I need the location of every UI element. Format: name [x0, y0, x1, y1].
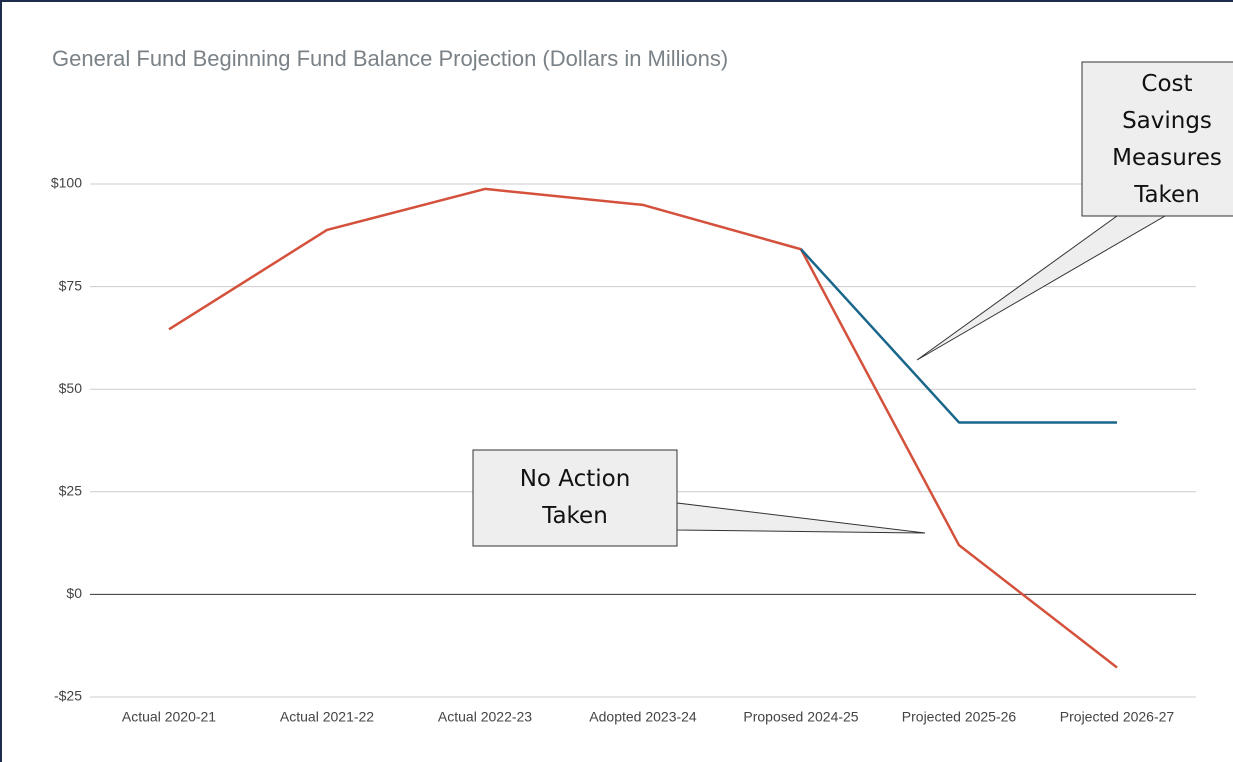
callout: No Action Taken — [519, 466, 631, 529]
x-tick-label: Actual 2020-21 — [122, 709, 216, 725]
x-tick-label: Actual 2022-23 — [438, 709, 532, 725]
x-tick-label: Projected 2025-26 — [902, 709, 1017, 725]
series-line — [800, 248, 1117, 424]
y-tick-label: $75 — [59, 277, 83, 293]
y-tick-label: $25 — [59, 483, 83, 499]
x-tick-label: Adopted 2023-24 — [589, 709, 697, 725]
callout-text: Cost Savings Measures Taken — [1112, 71, 1222, 208]
callout-box — [1081, 61, 1233, 217]
callout: Cost Savings Measures Taken — [1112, 71, 1222, 208]
series-line — [168, 187, 1118, 669]
x-tick-label: Proposed 2024-25 — [743, 709, 858, 725]
y-tick-label: -$25 — [54, 688, 82, 704]
y-tick-label: $0 — [66, 585, 82, 601]
callout-box — [472, 449, 678, 547]
y-tick-label: $50 — [59, 380, 83, 396]
callout-text: No Action Taken — [519, 466, 631, 529]
x-tick-label: Projected 2026-27 — [1060, 709, 1175, 725]
y-tick-label: $100 — [51, 175, 82, 191]
x-tick-label: Actual 2021-22 — [280, 709, 374, 725]
chart-title: General Fund Beginning Fund Balance Proj… — [52, 46, 728, 71]
